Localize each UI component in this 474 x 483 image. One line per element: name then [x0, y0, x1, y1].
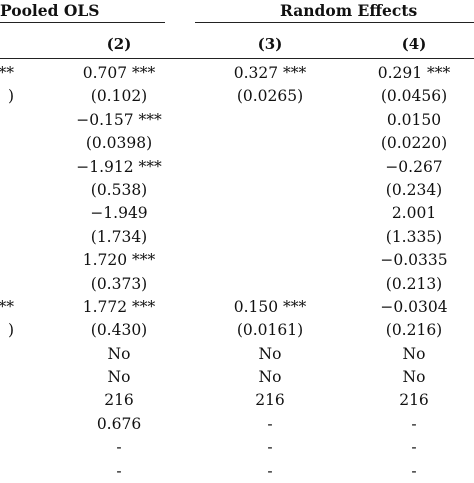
table-cell-c4: 216: [399, 391, 429, 410]
group-header-random-effects: Random Effects: [280, 1, 418, 20]
table-cell-c2: (0.0398): [85, 134, 153, 153]
table-row: 216 216 216: [0, 389, 474, 412]
group-rule-random-effects: [195, 22, 474, 23]
table-row: No No No: [0, 343, 474, 366]
group-header-pooled-ols: Pooled OLS: [0, 1, 100, 20]
table-cell-c3: -: [267, 461, 273, 480]
table-cell-c2: 216: [104, 391, 134, 410]
table-cell-c2: No: [107, 344, 131, 363]
table-row: ** 0.707 *** 0.327 *** 0.291 ***: [0, 62, 474, 85]
table-cell-c2: 1.720 ***: [82, 251, 156, 270]
table-cell-c2: −0.157 ***: [76, 110, 162, 129]
table-row: 0.676 - -: [0, 413, 474, 436]
table-cell-c4: (1.335): [385, 227, 443, 246]
table-row: (1.734) (1.335): [0, 226, 474, 249]
table-cell-c2: (0.102): [90, 87, 148, 106]
column-header-2: (2): [106, 35, 132, 53]
table-row: 1.720 *** −0.0335: [0, 249, 474, 272]
table-cell-c3: (0.0265): [236, 87, 304, 106]
table-row: −1.912 *** −0.267: [0, 156, 474, 179]
table-cell-c3: 0.327 ***: [233, 64, 307, 82]
table-row: (0.0398) (0.0220): [0, 132, 474, 155]
table-row: −0.157 *** 0.0150: [0, 109, 474, 132]
table-cell-c4: 0.0150: [386, 110, 442, 129]
table-cell-c1: ): [7, 321, 14, 340]
table-cell-c4: -: [411, 414, 417, 433]
table-cell-c3: No: [258, 368, 282, 387]
table-row: ) (0.102) (0.0265) (0.0456): [0, 85, 474, 108]
table-row: −1.949 2.001: [0, 202, 474, 225]
table-cell-c4: 0.291 ***: [377, 64, 451, 82]
table-cell-c2: 0.676: [96, 414, 142, 433]
table-cell-c2: (1.734): [90, 227, 148, 246]
table-cell-c3: -: [267, 438, 273, 457]
table-cell-c2: −1.949: [90, 204, 148, 223]
column-header-3: (3): [257, 35, 283, 53]
group-rule-pooled-ols: [0, 22, 165, 23]
table-cell-c3: -: [267, 414, 273, 433]
table-cell-c4: −0.0304: [380, 297, 448, 316]
table-row: ---: [0, 460, 474, 483]
column-header-row: (2) (3) (4): [0, 34, 474, 54]
table-row: ) (0.430) (0.0161) (0.216): [0, 319, 474, 342]
table-cell-c2: 0.707 ***: [82, 64, 156, 82]
table-cell-c4: (0.0220): [380, 134, 448, 153]
table-row: ** 1.772 *** 0.150 *** −0.0304: [0, 296, 474, 319]
table-cell-c1: **: [0, 297, 14, 316]
table-cell-c3: No: [258, 344, 282, 363]
table-cell-c2: No: [107, 368, 131, 387]
table-cell-c4: 2.001: [391, 204, 437, 223]
table-cell-c2: -: [116, 438, 122, 457]
table-cell-c4: (0.216): [385, 321, 443, 340]
column-header-4: (4): [401, 35, 427, 53]
column-header-rule: [0, 58, 474, 59]
table-cell-c4: −0.0335: [380, 251, 448, 270]
table-cell-c4: No: [402, 344, 426, 363]
table-cell-c3: 216: [255, 391, 285, 410]
table-cell-c2: (0.430): [90, 321, 148, 340]
table-cell-c4: -: [411, 461, 417, 480]
table-cell-c2: (0.538): [90, 180, 148, 199]
table-cell-c4: −0.267: [385, 157, 443, 176]
table-cell-c4: (0.0456): [380, 87, 448, 106]
table-row: No No No: [0, 366, 474, 389]
table-cell-c1: ): [7, 87, 14, 106]
table-cell-c4: (0.213): [385, 274, 443, 293]
table-row: (0.538) (0.234): [0, 179, 474, 202]
table-cell-c4: (0.234): [385, 180, 443, 199]
group-header-row: Pooled OLS Random Effects: [0, 0, 474, 24]
table-cell-c2: −1.912 ***: [76, 157, 162, 176]
table-cell-c3: (0.0161): [236, 321, 304, 340]
table-cell-c4: -: [411, 438, 417, 457]
table-row: ---: [0, 436, 474, 459]
table-cell-c2: 1.772 ***: [82, 297, 156, 316]
table-body: ** 0.707 *** 0.327 *** 0.291 ***) (0.102) (0.…: [0, 62, 474, 483]
table-cell-c3: 0.150 ***: [233, 297, 307, 316]
table-row: (0.373) (0.213): [0, 273, 474, 296]
table-cell-c4: No: [402, 368, 426, 387]
table-cell-c2: (0.373): [90, 274, 148, 293]
table-cell-c2: -: [116, 461, 122, 480]
table-cell-c1: **: [0, 64, 14, 82]
